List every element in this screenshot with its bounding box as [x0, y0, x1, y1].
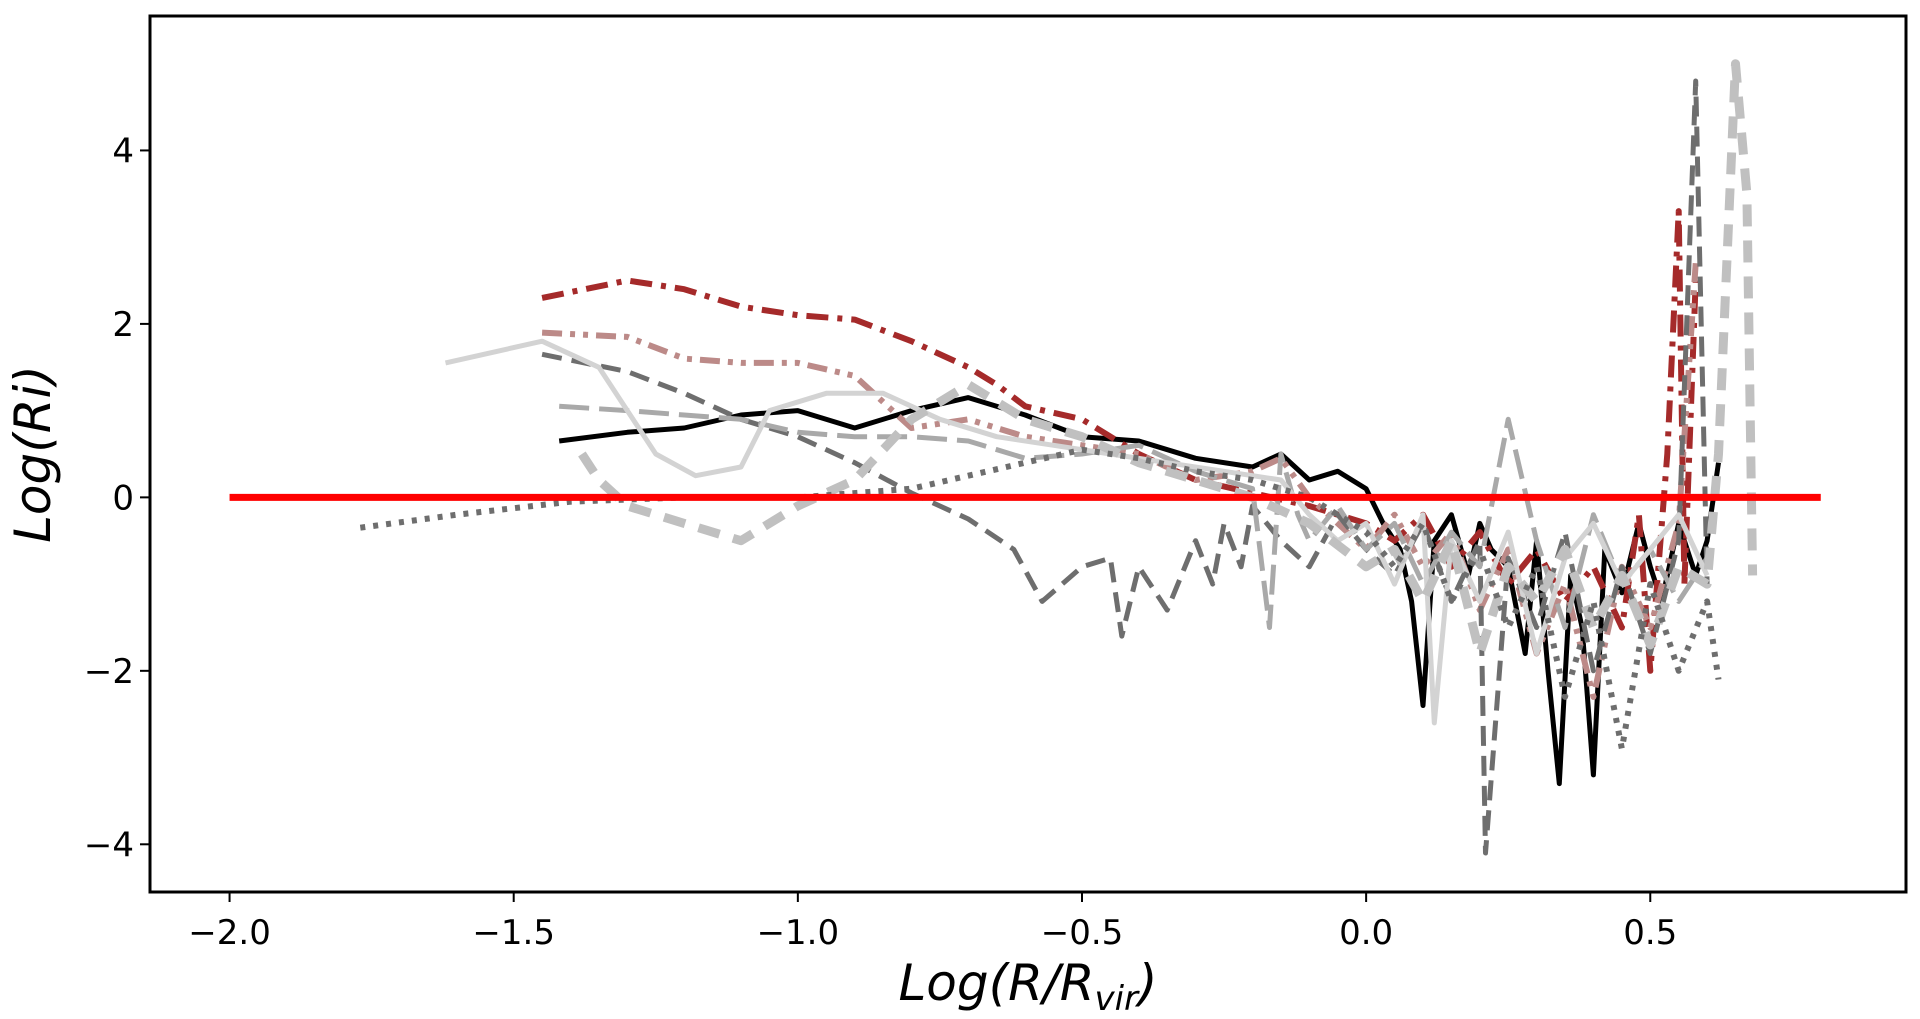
- y-tick-label: −2: [84, 652, 134, 692]
- x-axis-label-sub: vir: [1094, 979, 1140, 1019]
- y-axis-ticks: −4 −2 0 2 4: [84, 131, 150, 865]
- y-tick-label: 4: [112, 131, 134, 171]
- y-tick-label: 2: [112, 305, 134, 345]
- x-tick-label: 0.0: [1339, 913, 1393, 953]
- x-axis-label: Log(R/Rvir): [898, 954, 1157, 1019]
- x-tick-label: 0.5: [1623, 913, 1677, 953]
- series-line-rosybrown-dashdotdot: [541, 263, 1699, 700]
- series-line-black-solid: [558, 395, 1721, 787]
- x-axis-ticks: −2.0 −1.5 −1.0 −0.5 0.0 0.5: [188, 892, 1677, 953]
- plot-background: [150, 16, 1906, 892]
- x-axis-label-main: Log(R/R: [898, 954, 1094, 1012]
- x-tick-label: −1.5: [472, 913, 555, 953]
- plot-frame: [148, 14, 1908, 894]
- series-line-darkgray-longdash: [559, 403, 1710, 630]
- series-line-silver-thick-dashed: [578, 59, 1758, 658]
- x-tick-label: −2.0: [188, 913, 271, 953]
- x-tick-label: −0.5: [1041, 913, 1124, 953]
- y-tick-label: −4: [84, 825, 134, 865]
- y-axis-label: Log(Ri): [4, 365, 62, 543]
- x-tick-label: −1.0: [757, 913, 840, 953]
- y-tick-label: 0: [112, 478, 134, 518]
- x-axis-label-close: ): [1134, 954, 1158, 1012]
